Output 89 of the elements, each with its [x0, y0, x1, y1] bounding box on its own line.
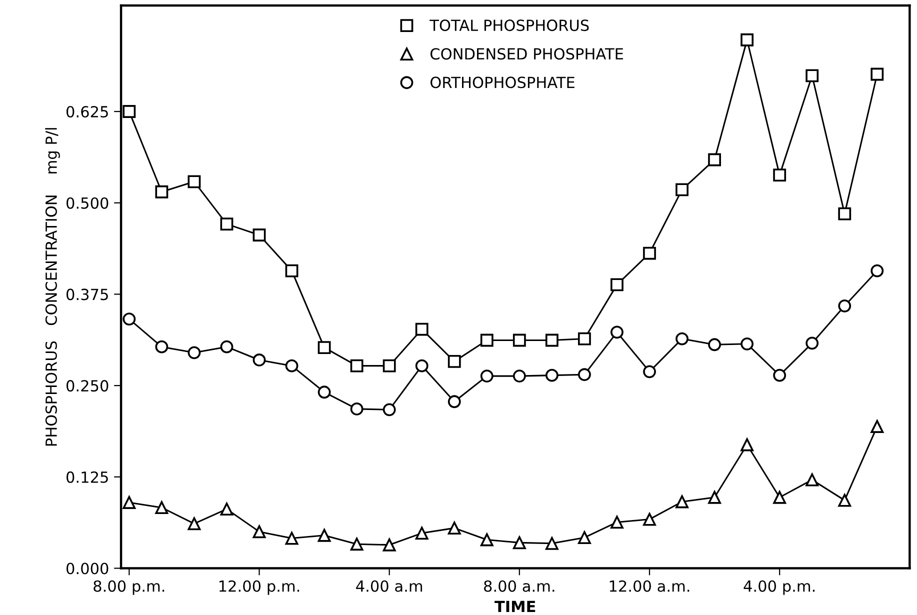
- point: [220, 340, 234, 354]
- x-tick-label: 12.00 a.m.: [610, 580, 690, 592]
- point: [708, 338, 721, 352]
- point: [676, 183, 688, 196]
- point: [512, 536, 526, 550]
- point: [415, 359, 428, 372]
- point: [415, 322, 428, 336]
- point: [155, 185, 168, 198]
- y-tick-label: 0.125: [66, 471, 108, 483]
- point: [122, 105, 136, 118]
- point: [870, 264, 884, 278]
- point: [382, 359, 396, 372]
- point: [610, 326, 624, 339]
- point: [285, 359, 298, 372]
- point: [773, 168, 786, 182]
- point: [318, 386, 331, 399]
- point: [545, 334, 558, 347]
- point: [252, 228, 266, 242]
- point: [610, 516, 624, 529]
- point: [838, 207, 852, 220]
- point: [545, 368, 558, 382]
- y-tick-label: 0.625: [66, 106, 108, 118]
- point: [545, 536, 558, 550]
- y-tick-label: 0.250: [66, 380, 108, 392]
- point: [318, 341, 331, 354]
- point: [252, 525, 266, 538]
- point: [578, 332, 591, 346]
- point: [122, 496, 136, 509]
- legend-label: CONDENSED PHOSPHATE: [430, 48, 623, 60]
- point: [448, 395, 461, 408]
- point: [285, 264, 298, 278]
- y-tick-label: 0.500: [66, 197, 108, 209]
- point: [285, 532, 298, 545]
- y-axis-title: PHOSPHORUS CONCENTRATION mg P/l: [45, 128, 60, 446]
- point: [610, 278, 624, 292]
- point: [220, 502, 234, 516]
- point: [480, 533, 494, 546]
- point: [252, 354, 266, 366]
- point: [643, 365, 656, 378]
- point: [318, 528, 331, 542]
- point: [155, 340, 168, 354]
- point: [870, 68, 884, 81]
- x-tick-label: 8.00 a.m.: [484, 580, 554, 592]
- point: [643, 246, 656, 260]
- point: [155, 501, 168, 514]
- point: [448, 522, 461, 535]
- point: [448, 354, 461, 368]
- point: [350, 359, 364, 372]
- point: [773, 368, 786, 382]
- point: [382, 538, 396, 552]
- point: [806, 336, 819, 350]
- point: [382, 403, 396, 416]
- x-tick-label: 12.00 p.m.: [219, 580, 300, 595]
- point: [806, 69, 819, 82]
- y-tick-label: 0.375: [66, 288, 108, 300]
- point: [838, 299, 852, 312]
- point: [220, 218, 234, 231]
- point: [806, 473, 819, 486]
- point: [676, 332, 688, 346]
- point: [480, 334, 494, 347]
- point: [415, 526, 428, 540]
- point: [870, 420, 884, 433]
- point: [480, 370, 494, 383]
- point: [740, 337, 754, 350]
- point: [512, 334, 526, 347]
- y-tick-label: 0.000: [66, 562, 108, 574]
- point: [578, 531, 591, 544]
- point: [122, 312, 136, 326]
- point: [708, 490, 721, 504]
- point: [838, 494, 852, 507]
- point: [643, 512, 656, 526]
- point: [740, 33, 754, 46]
- point: [676, 495, 688, 508]
- point: [512, 370, 526, 383]
- point: [350, 402, 364, 416]
- point: [578, 368, 591, 382]
- point: [188, 346, 201, 360]
- x-tick-label: 4.00 p.m.: [744, 580, 815, 595]
- point: [188, 517, 201, 530]
- legend-label: ORTHOPHOSPHATE: [430, 76, 574, 88]
- x-axis-title: TIME: [494, 600, 536, 612]
- x-tick-label: 4.00 a.m: [356, 580, 422, 592]
- point: [773, 490, 786, 504]
- legend-label: TOTAL PHOSPHORUS: [430, 20, 589, 32]
- point: [188, 175, 201, 188]
- x-tick-label: 8.00 p.m.: [94, 580, 164, 595]
- point: [708, 153, 721, 166]
- point: [350, 538, 364, 551]
- point: [740, 438, 754, 452]
